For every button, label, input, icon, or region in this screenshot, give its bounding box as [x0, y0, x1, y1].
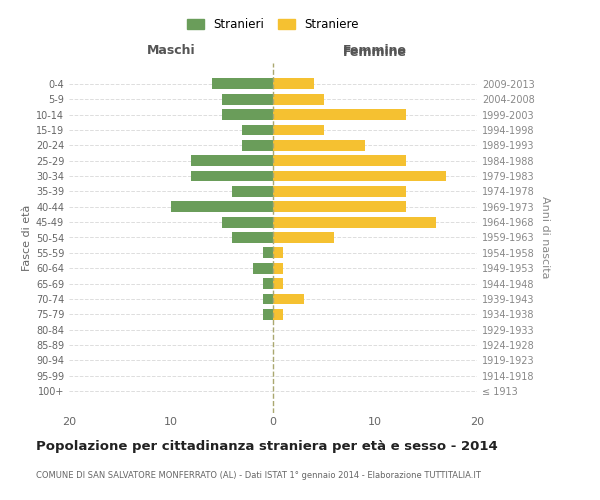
Bar — [253, 263, 273, 274]
Bar — [212, 78, 273, 89]
Bar — [263, 278, 273, 289]
Bar — [171, 202, 273, 212]
Bar — [273, 140, 365, 150]
Bar — [273, 309, 283, 320]
Text: Popolazione per cittadinanza straniera per età e sesso - 2014: Popolazione per cittadinanza straniera p… — [36, 440, 498, 453]
Bar — [263, 248, 273, 258]
Bar — [273, 202, 406, 212]
Bar — [242, 140, 273, 150]
Bar — [273, 216, 436, 228]
Text: Femmine: Femmine — [343, 44, 407, 57]
Legend: Stranieri, Straniere: Stranieri, Straniere — [182, 14, 364, 36]
Bar — [273, 263, 283, 274]
Bar — [232, 232, 273, 243]
Bar — [273, 186, 406, 197]
Bar — [232, 186, 273, 197]
Bar — [273, 232, 334, 243]
Bar — [222, 216, 273, 228]
Bar — [273, 78, 314, 89]
Bar — [273, 278, 283, 289]
Bar — [222, 94, 273, 104]
Bar — [191, 156, 273, 166]
Bar — [273, 109, 406, 120]
Bar — [273, 124, 324, 136]
Bar — [191, 170, 273, 181]
Bar — [263, 309, 273, 320]
Bar — [273, 294, 304, 304]
Text: COMUNE DI SAN SALVATORE MONFERRATO (AL) - Dati ISTAT 1° gennaio 2014 - Elaborazi: COMUNE DI SAN SALVATORE MONFERRATO (AL) … — [36, 470, 481, 480]
Bar — [263, 294, 273, 304]
Text: Maschi: Maschi — [146, 44, 196, 57]
Bar — [273, 156, 406, 166]
Bar — [273, 170, 446, 181]
Bar — [273, 94, 324, 104]
Text: Femmine: Femmine — [343, 46, 407, 59]
Bar — [222, 109, 273, 120]
Y-axis label: Fasce di età: Fasce di età — [22, 204, 32, 270]
Y-axis label: Anni di nascita: Anni di nascita — [540, 196, 550, 278]
Bar — [242, 124, 273, 136]
Bar — [273, 248, 283, 258]
